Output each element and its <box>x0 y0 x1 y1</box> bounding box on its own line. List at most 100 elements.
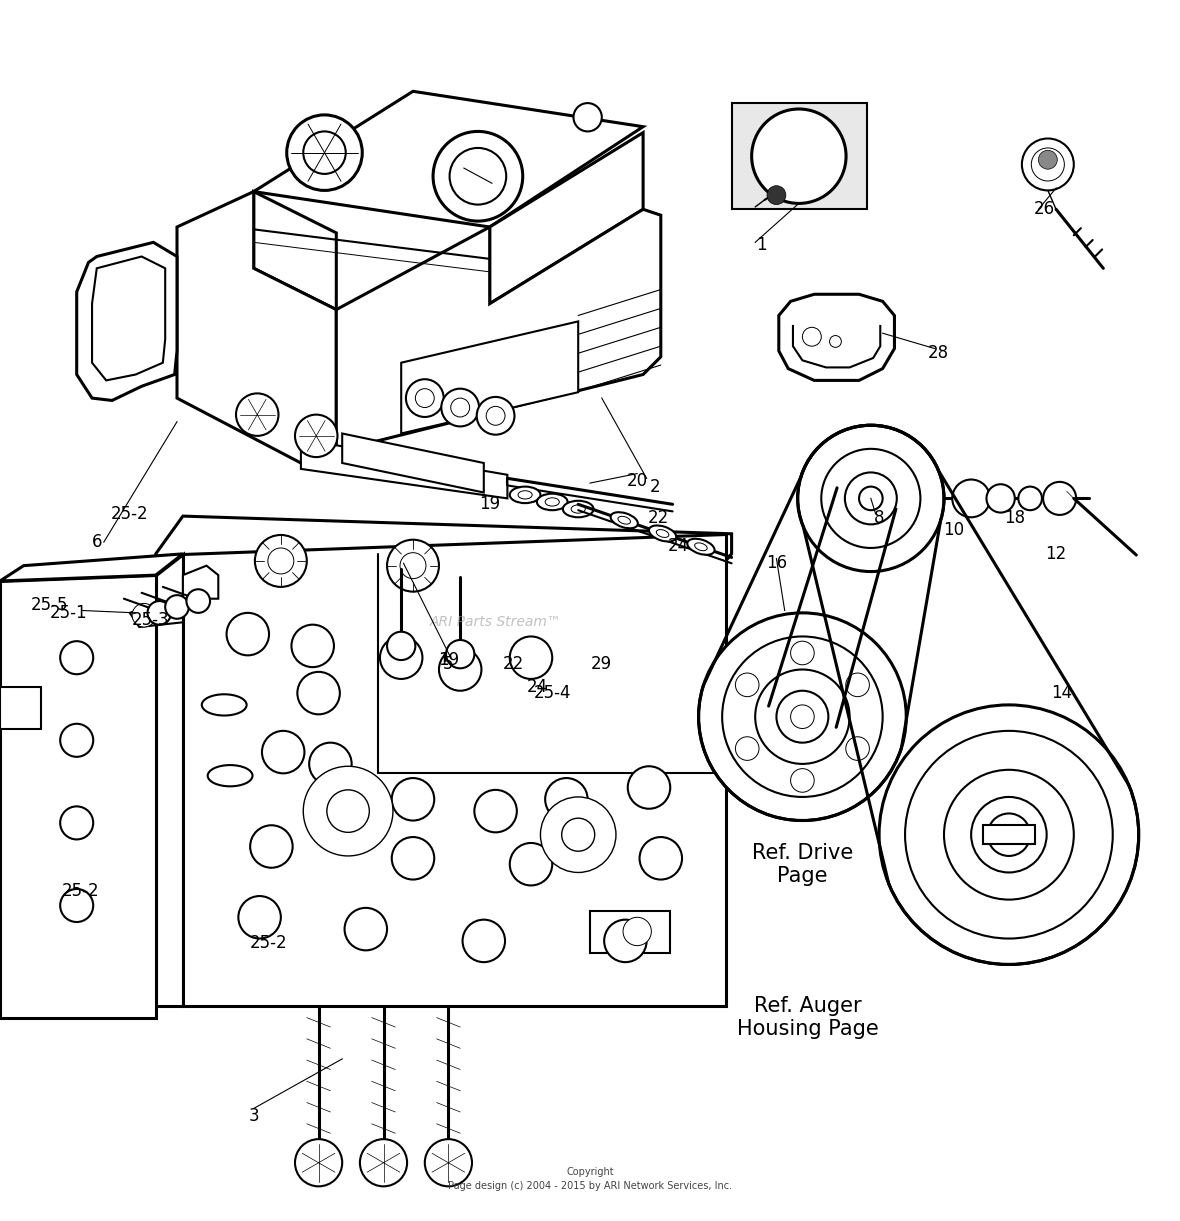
Circle shape <box>450 148 506 205</box>
Ellipse shape <box>510 487 540 503</box>
Text: 22: 22 <box>503 654 524 673</box>
Text: 8: 8 <box>874 509 884 527</box>
Ellipse shape <box>610 512 638 529</box>
Text: 25-4: 25-4 <box>533 684 571 702</box>
Circle shape <box>545 778 588 821</box>
Circle shape <box>250 825 293 868</box>
Ellipse shape <box>208 766 253 786</box>
Circle shape <box>540 797 616 873</box>
Circle shape <box>791 641 814 664</box>
Circle shape <box>148 601 171 625</box>
Text: 12: 12 <box>1045 545 1067 563</box>
Circle shape <box>441 388 479 426</box>
Text: 19: 19 <box>479 496 500 513</box>
Ellipse shape <box>656 530 669 537</box>
Polygon shape <box>983 825 1035 844</box>
Text: 26: 26 <box>1034 200 1055 219</box>
Text: 20: 20 <box>627 471 648 490</box>
Circle shape <box>735 673 759 697</box>
Text: Ref. Auger
Housing Page: Ref. Auger Housing Page <box>738 996 879 1039</box>
Circle shape <box>802 327 821 347</box>
Circle shape <box>944 769 1074 900</box>
Text: ARI Parts Stream™: ARI Parts Stream™ <box>430 615 562 629</box>
Polygon shape <box>336 209 661 452</box>
Text: 24: 24 <box>526 678 548 696</box>
Text: 29: 29 <box>591 654 612 673</box>
Circle shape <box>846 736 870 761</box>
Circle shape <box>573 103 602 132</box>
Circle shape <box>879 705 1139 965</box>
Text: 25-1: 25-1 <box>50 604 87 621</box>
Polygon shape <box>401 321 578 433</box>
Ellipse shape <box>202 695 247 716</box>
Text: 10: 10 <box>943 521 964 540</box>
Text: 25-3: 25-3 <box>132 610 170 629</box>
Circle shape <box>752 109 846 204</box>
Circle shape <box>971 797 1047 873</box>
Circle shape <box>952 480 990 518</box>
Circle shape <box>60 806 93 839</box>
Polygon shape <box>732 103 867 209</box>
Text: 1: 1 <box>755 236 767 254</box>
Text: 6: 6 <box>92 534 101 551</box>
Circle shape <box>327 790 369 833</box>
Circle shape <box>165 595 189 619</box>
Circle shape <box>60 889 93 922</box>
Circle shape <box>486 407 505 425</box>
Circle shape <box>287 115 362 190</box>
Circle shape <box>387 540 439 592</box>
Text: Ref. Drive
Page: Ref. Drive Page <box>752 842 853 885</box>
Circle shape <box>604 919 647 962</box>
Circle shape <box>236 393 278 436</box>
Polygon shape <box>183 534 726 1006</box>
Circle shape <box>798 425 944 571</box>
Ellipse shape <box>687 538 715 554</box>
Ellipse shape <box>563 501 594 518</box>
Polygon shape <box>301 446 507 498</box>
Circle shape <box>562 818 595 851</box>
Ellipse shape <box>618 516 630 524</box>
Polygon shape <box>77 242 177 400</box>
Circle shape <box>859 487 883 510</box>
Circle shape <box>986 485 1015 513</box>
Circle shape <box>905 731 1113 939</box>
Circle shape <box>295 415 337 457</box>
Circle shape <box>295 1139 342 1187</box>
Text: Copyright
Page design (c) 2004 - 2015 by ARI Network Services, Inc.: Copyright Page design (c) 2004 - 2015 by… <box>448 1167 732 1192</box>
Circle shape <box>510 636 552 679</box>
Circle shape <box>510 842 552 885</box>
Circle shape <box>238 896 281 939</box>
Polygon shape <box>130 604 183 628</box>
Circle shape <box>640 838 682 879</box>
Circle shape <box>380 636 422 679</box>
Circle shape <box>1038 150 1057 170</box>
Ellipse shape <box>537 493 568 510</box>
Circle shape <box>477 397 514 435</box>
Circle shape <box>227 613 269 656</box>
Circle shape <box>474 790 517 833</box>
Polygon shape <box>0 575 156 1017</box>
Text: 25-2: 25-2 <box>61 883 99 900</box>
Text: 25-2: 25-2 <box>250 934 288 952</box>
Circle shape <box>846 673 870 697</box>
Circle shape <box>392 838 434 879</box>
Polygon shape <box>183 565 218 598</box>
Circle shape <box>791 705 814 729</box>
Circle shape <box>433 132 523 221</box>
Text: 25-2: 25-2 <box>111 504 149 523</box>
Circle shape <box>755 669 850 764</box>
Circle shape <box>255 535 307 587</box>
Circle shape <box>439 648 481 691</box>
Circle shape <box>463 919 505 962</box>
Circle shape <box>821 449 920 548</box>
Polygon shape <box>156 554 183 1006</box>
Ellipse shape <box>571 505 585 513</box>
Text: 14: 14 <box>1051 684 1073 702</box>
Polygon shape <box>177 192 336 463</box>
Circle shape <box>1031 148 1064 181</box>
Circle shape <box>735 736 759 761</box>
Circle shape <box>303 132 346 173</box>
Polygon shape <box>0 687 41 729</box>
Circle shape <box>791 769 814 792</box>
Circle shape <box>699 613 906 821</box>
